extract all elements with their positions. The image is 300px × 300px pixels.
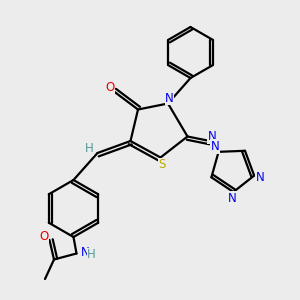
Text: O: O (40, 230, 49, 244)
Text: O: O (105, 81, 114, 94)
Text: N: N (165, 92, 174, 105)
Text: N: N (211, 140, 219, 153)
Text: H: H (87, 248, 96, 262)
Text: N: N (80, 246, 89, 259)
Text: N: N (208, 130, 217, 143)
Text: S: S (158, 158, 166, 172)
Text: N: N (256, 171, 265, 184)
Text: H: H (85, 142, 94, 155)
Text: N: N (227, 192, 236, 205)
